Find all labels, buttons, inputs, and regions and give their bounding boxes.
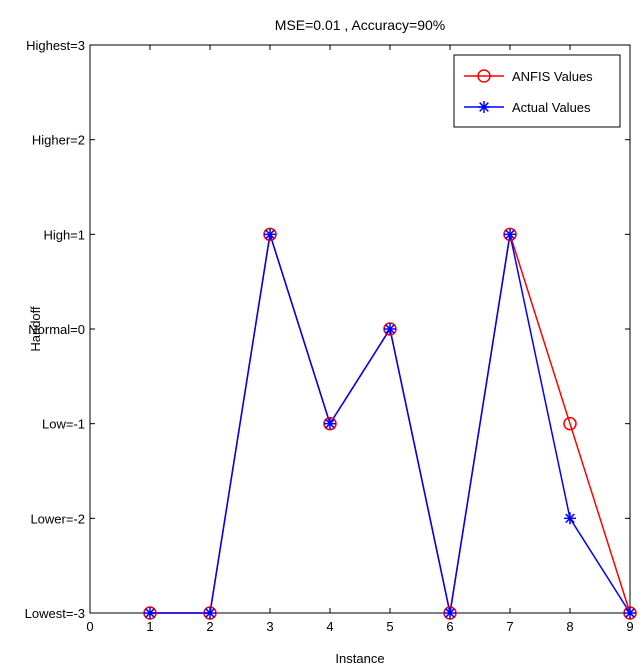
x-tick-label: 8 bbox=[566, 619, 573, 634]
y-axis: Highest=3 Higher=2 High=1 Normal=0 Low=-1 Low… bbox=[25, 38, 630, 621]
chart-title: MSE=0.01 , Accuracy=90% bbox=[275, 17, 445, 33]
y-tick-label: Highest=3 bbox=[26, 38, 85, 53]
legend-marker-symbol-stroke bbox=[479, 102, 489, 112]
data-point-actual bbox=[624, 607, 636, 619]
data-point-actual-stroke bbox=[625, 608, 635, 618]
y-tick-label: Lower=-2 bbox=[30, 511, 85, 526]
legend-box bbox=[453, 54, 621, 128]
data-point-actual bbox=[384, 323, 396, 335]
legend-label-actual: Actual Values bbox=[512, 100, 591, 115]
series-layer bbox=[143, 227, 637, 620]
x-tick-label: 0 bbox=[86, 619, 93, 634]
y-axis-label: Handoff bbox=[28, 306, 43, 352]
data-point-actual-stroke bbox=[325, 418, 335, 429]
data-point-actual-stroke bbox=[205, 608, 215, 618]
legend-marker-anfis bbox=[477, 69, 491, 83]
legend-label-anfis: ANFIS Values bbox=[512, 69, 593, 84]
data-point-actual bbox=[264, 228, 276, 241]
legend-marker-actual bbox=[478, 101, 490, 113]
x-axis-label: Instance bbox=[335, 651, 384, 666]
data-point-actual-stroke bbox=[385, 324, 395, 334]
y-tick-label: Low=-1 bbox=[42, 417, 85, 432]
x-tick-label: 3 bbox=[266, 619, 273, 634]
x-tick-label: 6 bbox=[446, 619, 453, 634]
data-point-actual-stroke bbox=[145, 608, 155, 618]
data-point-actual bbox=[144, 607, 156, 619]
x-tick-label: 2 bbox=[206, 619, 213, 634]
x-tick-label: 5 bbox=[386, 619, 393, 634]
data-point-actual-stroke bbox=[505, 229, 515, 240]
data-point-actual-stroke bbox=[565, 513, 575, 524]
data-point-actual bbox=[444, 607, 456, 619]
x-axis: 0 1 2 3 4 5 6 7 8 9 bbox=[86, 45, 634, 634]
data-point-actual bbox=[564, 512, 576, 525]
y-tick-label: Normal=0 bbox=[28, 322, 85, 337]
legend-marker-symbol bbox=[478, 101, 490, 113]
data-point-actual-stroke bbox=[265, 229, 275, 240]
x-tick-label: 7 bbox=[506, 619, 513, 634]
y-tick-label: Higher=2 bbox=[32, 133, 85, 148]
data-point-anfis bbox=[563, 416, 577, 431]
data-point-actual bbox=[504, 228, 516, 241]
x-tick-label: 4 bbox=[326, 619, 333, 634]
data-point-actual bbox=[204, 607, 216, 619]
data-point-actual bbox=[324, 417, 336, 430]
y-tick-label: Lowest=-3 bbox=[25, 606, 85, 621]
plot-area bbox=[89, 44, 631, 614]
y-tick-label: High=1 bbox=[43, 227, 85, 242]
data-point-actual-stroke bbox=[445, 608, 455, 618]
legend-marker-symbol bbox=[477, 69, 491, 83]
x-tick-label: 9 bbox=[626, 619, 633, 634]
legend: ANFIS Values Actual Values bbox=[453, 54, 621, 128]
x-tick-label: 1 bbox=[146, 619, 153, 634]
